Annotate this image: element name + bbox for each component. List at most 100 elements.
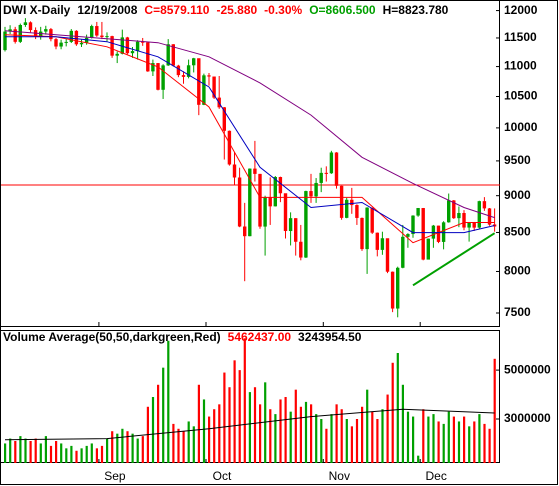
volume-bar (279, 399, 282, 463)
candle-body (79, 42, 84, 45)
volume-bar (361, 406, 364, 463)
volume-bar (24, 438, 27, 463)
x-tick-label: Oct (213, 469, 232, 483)
header-item: -0.30% (264, 3, 302, 17)
candle-body (192, 58, 196, 66)
volume-bar (141, 436, 144, 463)
volume-bar (95, 448, 98, 463)
candle-body (141, 41, 145, 43)
y-tick-label: 8500 (504, 225, 531, 239)
candle-body (375, 232, 379, 250)
candle-body (487, 208, 492, 225)
candle-body (44, 29, 48, 32)
candle-body (237, 177, 242, 227)
volume-bar (39, 443, 42, 463)
volume-bar (284, 397, 287, 463)
volume-bar (151, 397, 155, 463)
volume-bar (304, 401, 308, 463)
candle-body (462, 213, 466, 228)
volume-annotation: 3243954.50 (298, 330, 362, 344)
candle-body (3, 31, 7, 51)
candle-body (390, 271, 395, 309)
volume-bar (325, 428, 328, 463)
volume-bar (330, 414, 333, 463)
volume-bar (473, 421, 476, 463)
candle-body (197, 58, 201, 105)
candle-body (477, 201, 481, 228)
moving-average-line (4, 34, 495, 244)
volume-bar (49, 445, 53, 463)
y-tick-label: 10500 (504, 89, 538, 103)
candle-body (130, 51, 135, 54)
candle-body (258, 173, 262, 227)
candle-body (457, 213, 461, 219)
candle-body (360, 217, 364, 250)
trend-line (412, 232, 496, 287)
volume-bar (381, 409, 384, 463)
x-tick-label: Nov (329, 469, 350, 483)
candle-body (452, 200, 456, 219)
volume-bar (157, 384, 160, 463)
volume-bar (340, 409, 343, 463)
candle-body (416, 208, 420, 216)
volume-bar (488, 428, 491, 463)
volume-bar (131, 433, 134, 463)
candle-body (380, 238, 385, 250)
volume-bar (335, 404, 338, 463)
volume-bar (121, 428, 124, 463)
candle-body (74, 30, 79, 45)
candle-body (23, 22, 28, 26)
candle-body (222, 107, 226, 131)
candle-body (125, 37, 130, 54)
x-tick-label: Dec (426, 469, 447, 483)
candle-body (54, 39, 58, 47)
volume-bar (406, 411, 410, 463)
volume-bar (172, 423, 175, 463)
candle-body (84, 37, 89, 43)
volume-bar (386, 394, 389, 463)
volume-bar (345, 419, 348, 463)
x-tick-label: Sep (104, 469, 126, 483)
candle-body (273, 177, 277, 207)
candle-body (355, 205, 359, 218)
volume-bar (9, 438, 12, 463)
y-tick-label: 3000000 (504, 411, 551, 425)
candle-body (181, 75, 186, 77)
volume-bar (417, 455, 420, 463)
candle-body (436, 225, 441, 242)
candle-body (299, 241, 303, 258)
candle-body (294, 218, 298, 242)
volume-title: Volume Average(50,50,darkgreen,Red) (3, 330, 221, 344)
candle-body (263, 197, 267, 227)
volume-bar (310, 404, 313, 463)
candle-body (186, 65, 191, 77)
candle-body (151, 63, 155, 72)
candle-body (467, 222, 471, 228)
volume-bar (218, 404, 221, 463)
header-item: DWI X-Daily (3, 3, 71, 17)
volume-bar (376, 419, 379, 463)
volume-bar (442, 423, 445, 463)
volume-bar (447, 411, 450, 463)
candle-body (334, 152, 339, 186)
volume-bar (223, 372, 226, 463)
volume-bar (253, 387, 257, 463)
candle-body (365, 207, 369, 250)
candle-body (314, 182, 318, 197)
y-tick-label: 12000 (504, 3, 538, 17)
volume-bar (90, 443, 93, 463)
volume-bar (243, 338, 246, 463)
y-tick-label: 5000000 (504, 362, 551, 376)
volume-bar (289, 411, 292, 463)
volume-bar (100, 445, 104, 463)
volume-bar (111, 431, 114, 463)
candle-body (370, 207, 374, 233)
candle-body (268, 197, 272, 207)
volume-bar (233, 360, 236, 463)
volume-bar (228, 387, 231, 463)
volume-bar (396, 353, 399, 463)
candle-body (248, 168, 252, 237)
volume-bar (29, 441, 32, 463)
candle-body (156, 63, 160, 90)
